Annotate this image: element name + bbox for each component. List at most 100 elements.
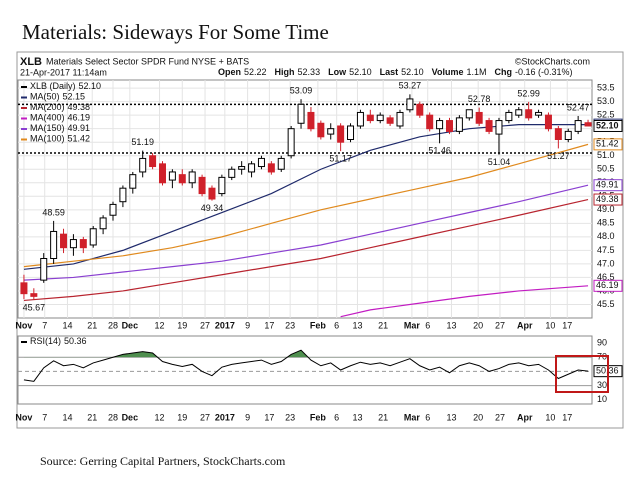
candle-body [129,174,137,189]
x-tick-label: Nov [15,320,32,330]
price-annotation: 53.09 [290,86,313,96]
date: 21-Apr-2017 11:14am [20,67,107,77]
x-tick-label: Apr [517,320,533,330]
candle-body [366,114,374,122]
candle-body [584,122,592,127]
value-box-label: 49.91 [596,180,619,190]
candle-body [376,114,384,122]
legend-name: MA(400) [30,113,65,123]
candle-body [238,166,246,170]
x-tick-label: 23 [285,412,295,422]
fund-name: Materials Select Sector SPDR Fund NYSE +… [46,56,249,66]
x-tick-label: 19 [177,412,187,422]
candle-body [416,103,424,116]
candle-body [465,109,473,119]
legend-name: MA(50) [30,92,60,102]
x-tick-label: 17 [264,320,274,330]
legend-entry: MA(100) 51.42 [30,134,90,144]
x-tick-label: Nov [15,412,32,422]
candle-body [158,163,166,184]
x-tick-label: 9 [245,412,250,422]
quote-value: 52.10 [401,67,424,77]
overbought-fill [23,350,589,358]
y-tick-label: 47.0 [597,258,615,268]
candle-body [426,114,434,130]
candle-body [248,163,256,173]
quote-label: Volume [432,67,464,77]
legend-value: 51.42 [68,134,91,144]
price-annotation: 52.47 [567,102,590,112]
x-tick-label: 2017 [215,412,235,422]
price-annotation: 52.99 [517,88,540,98]
quote-value: 52.22 [244,67,267,77]
y-tick-label: 51.0 [597,150,615,160]
quote-value: 1.1M [467,67,487,77]
x-tick-label: 10 [545,320,555,330]
value-box-label: 46.19 [596,280,619,290]
x-tick-label: 27 [200,320,210,330]
candle-body [267,163,275,173]
value-box [593,119,623,132]
x-tick-label: 6 [334,412,339,422]
symbol: XLB [20,56,42,68]
candle-body [356,111,364,127]
candle-body [455,117,463,132]
rsi-legend: RSI(14) 50.36 [30,336,87,346]
candle-body [396,111,404,127]
candle-body [287,128,295,157]
x-tick-label: 27 [200,412,210,422]
candle-body [535,111,543,116]
x-tick-label: 20 [473,412,483,422]
x-tick-label: 28 [108,320,118,330]
x-tick-label: 21 [378,412,388,422]
candle-body [347,125,355,140]
candle-body [99,217,107,230]
price-panel [17,79,593,319]
quote-label: High [275,67,295,77]
candle-body [485,120,493,132]
x-tick-label: 2017 [215,320,235,330]
candle-body [525,109,533,119]
x-tick-label: 13 [352,320,362,330]
candle-body [198,176,206,195]
quote-label: Low [328,67,347,77]
rsi-panel [17,335,593,405]
legend-value: 50.36 [64,336,87,346]
legend-entry: XLB (Daily) 52.10 [30,81,101,91]
x-tick-label: 13 [446,320,456,330]
y-tick-label: 30 [597,380,607,390]
candle-body [445,120,453,132]
x-tick-label: 14 [62,412,72,422]
legend-entry: MA(200) 49.38 [30,102,90,112]
price-annotation: 51.04 [488,157,511,167]
x-tick-label: 6 [425,412,430,422]
y-tick-label: 50.5 [597,164,615,174]
moving-average [340,285,589,318]
rsi-line [23,349,589,382]
value-box [593,279,623,292]
candle-body [149,155,157,168]
candle-body [327,128,335,135]
x-tick-label: 21 [378,320,388,330]
candle-body [564,130,572,141]
candle-body [386,117,394,124]
value-box [593,179,623,192]
x-tick-label: Dec [122,412,139,422]
price-annotation: 51.19 [131,137,154,147]
legend-value: 49.91 [68,123,91,133]
highlight-box [555,355,609,393]
candle-body [40,258,48,281]
price-annotation: 51.46 [428,146,451,156]
candle-body [257,157,265,168]
frame [16,51,624,429]
x-tick-label: 28 [108,412,118,422]
candle-body [317,122,325,138]
candle-body [109,203,117,216]
x-tick-label: 10 [545,412,555,422]
candle-body [188,171,196,184]
x-tick-label: 20 [473,320,483,330]
candle-body [30,293,38,297]
y-tick-label: 49.0 [597,204,615,214]
candle-body [544,114,552,130]
